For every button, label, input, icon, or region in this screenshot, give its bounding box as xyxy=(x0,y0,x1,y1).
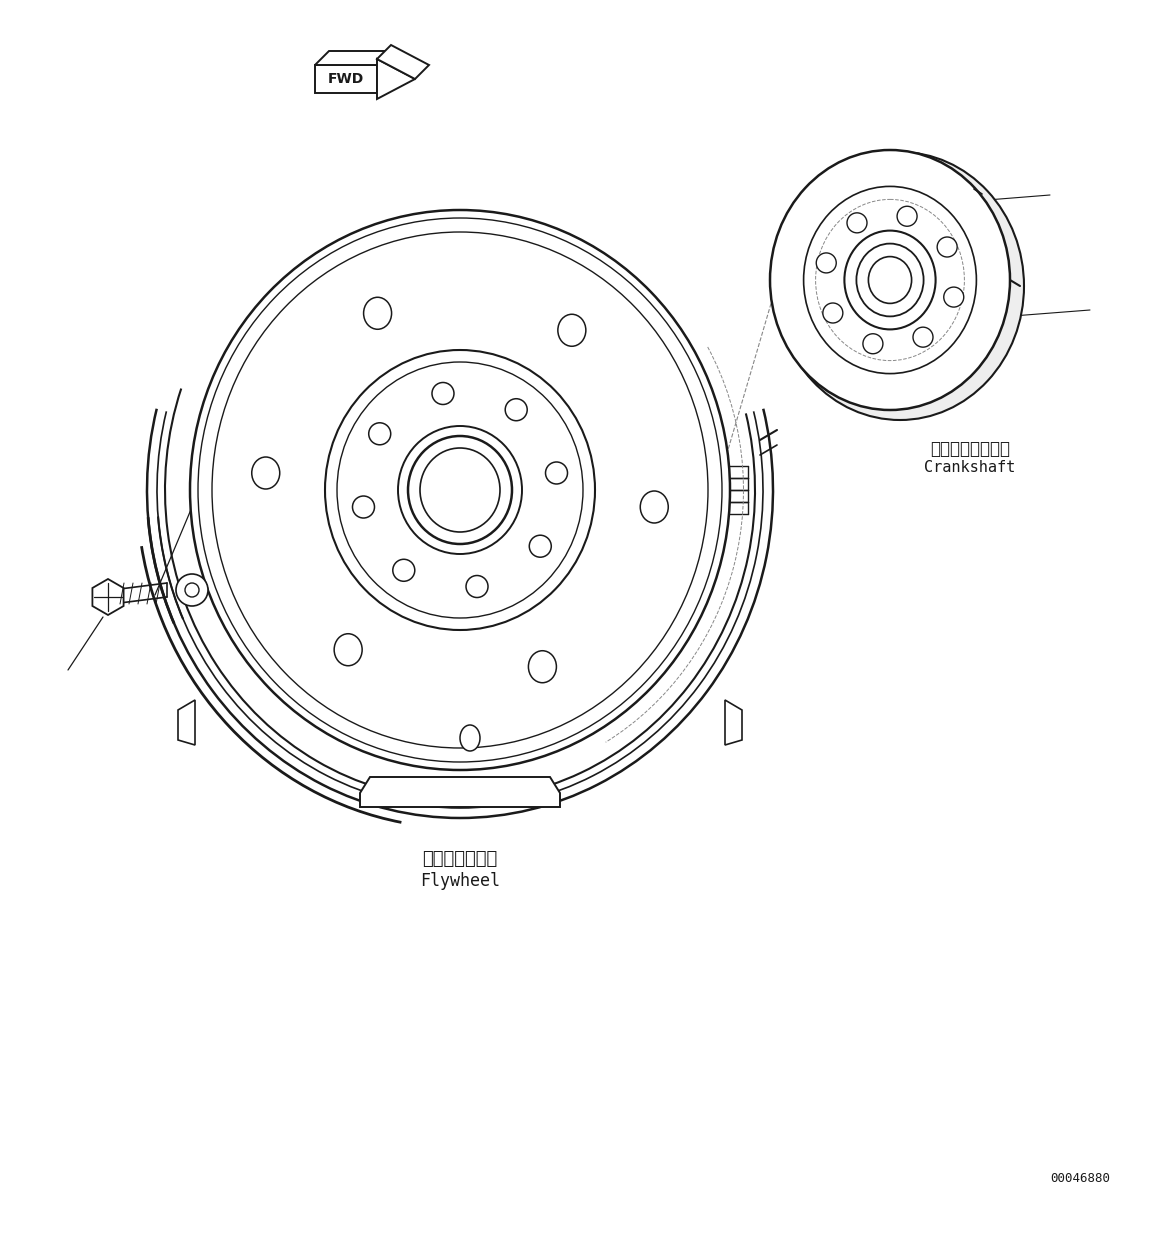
Ellipse shape xyxy=(431,382,454,404)
Text: FWD: FWD xyxy=(328,72,364,87)
Ellipse shape xyxy=(324,350,595,630)
Ellipse shape xyxy=(251,456,280,489)
Ellipse shape xyxy=(529,536,551,557)
Ellipse shape xyxy=(545,461,568,484)
Ellipse shape xyxy=(528,651,556,683)
Text: フライホイール: フライホイール xyxy=(422,850,498,868)
Ellipse shape xyxy=(816,252,836,273)
Ellipse shape xyxy=(369,423,391,445)
Ellipse shape xyxy=(505,398,527,421)
Ellipse shape xyxy=(776,152,1023,421)
Text: Crankshaft: Crankshaft xyxy=(925,460,1015,475)
Ellipse shape xyxy=(770,150,1009,409)
Text: Flywheel: Flywheel xyxy=(420,872,500,889)
Ellipse shape xyxy=(641,491,669,523)
Ellipse shape xyxy=(461,725,480,751)
Ellipse shape xyxy=(847,213,866,233)
Ellipse shape xyxy=(558,314,586,346)
Polygon shape xyxy=(315,51,391,66)
Ellipse shape xyxy=(844,230,935,329)
Ellipse shape xyxy=(190,210,730,769)
Ellipse shape xyxy=(823,303,843,323)
Ellipse shape xyxy=(393,559,415,581)
Ellipse shape xyxy=(398,426,522,554)
Polygon shape xyxy=(178,700,195,745)
Ellipse shape xyxy=(364,297,392,329)
Polygon shape xyxy=(377,59,415,99)
Ellipse shape xyxy=(869,256,912,303)
Ellipse shape xyxy=(466,575,488,597)
Polygon shape xyxy=(377,45,429,79)
Ellipse shape xyxy=(408,435,512,544)
Ellipse shape xyxy=(937,238,957,257)
Text: 00046880: 00046880 xyxy=(1050,1171,1110,1185)
Ellipse shape xyxy=(863,334,883,354)
Ellipse shape xyxy=(897,207,918,226)
Polygon shape xyxy=(725,700,742,745)
Polygon shape xyxy=(92,579,123,615)
Polygon shape xyxy=(377,51,391,93)
Polygon shape xyxy=(315,66,377,93)
Polygon shape xyxy=(361,777,561,807)
Ellipse shape xyxy=(176,574,208,606)
Ellipse shape xyxy=(856,244,923,317)
Ellipse shape xyxy=(352,496,374,518)
Ellipse shape xyxy=(334,633,362,666)
Ellipse shape xyxy=(943,287,964,307)
Ellipse shape xyxy=(185,583,199,597)
Ellipse shape xyxy=(913,327,933,348)
Text: クランクシャフト: クランクシャフト xyxy=(930,440,1009,458)
Ellipse shape xyxy=(420,448,500,532)
